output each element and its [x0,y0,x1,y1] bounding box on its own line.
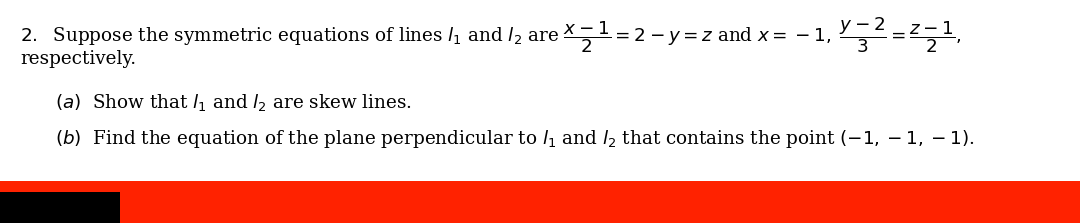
Text: $(a)$  Show that $l_1$ and $l_2$ are skew lines.: $(a)$ Show that $l_1$ and $l_2$ are skew… [55,92,411,113]
Text: respectively.: respectively. [21,50,136,68]
Bar [0,181,1080,223]
Bar [0,192,120,223]
Text: $(b)$  Find the equation of the plane perpendicular to $l_1$ and $l_2$ that cont: $(b)$ Find the equation of the plane per… [55,128,974,150]
Text: $2.$  Suppose the symmetric equations of lines $l_1$ and $l_2$ are $\dfrac{x-1}{: $2.$ Suppose the symmetric equations of … [21,15,961,55]
